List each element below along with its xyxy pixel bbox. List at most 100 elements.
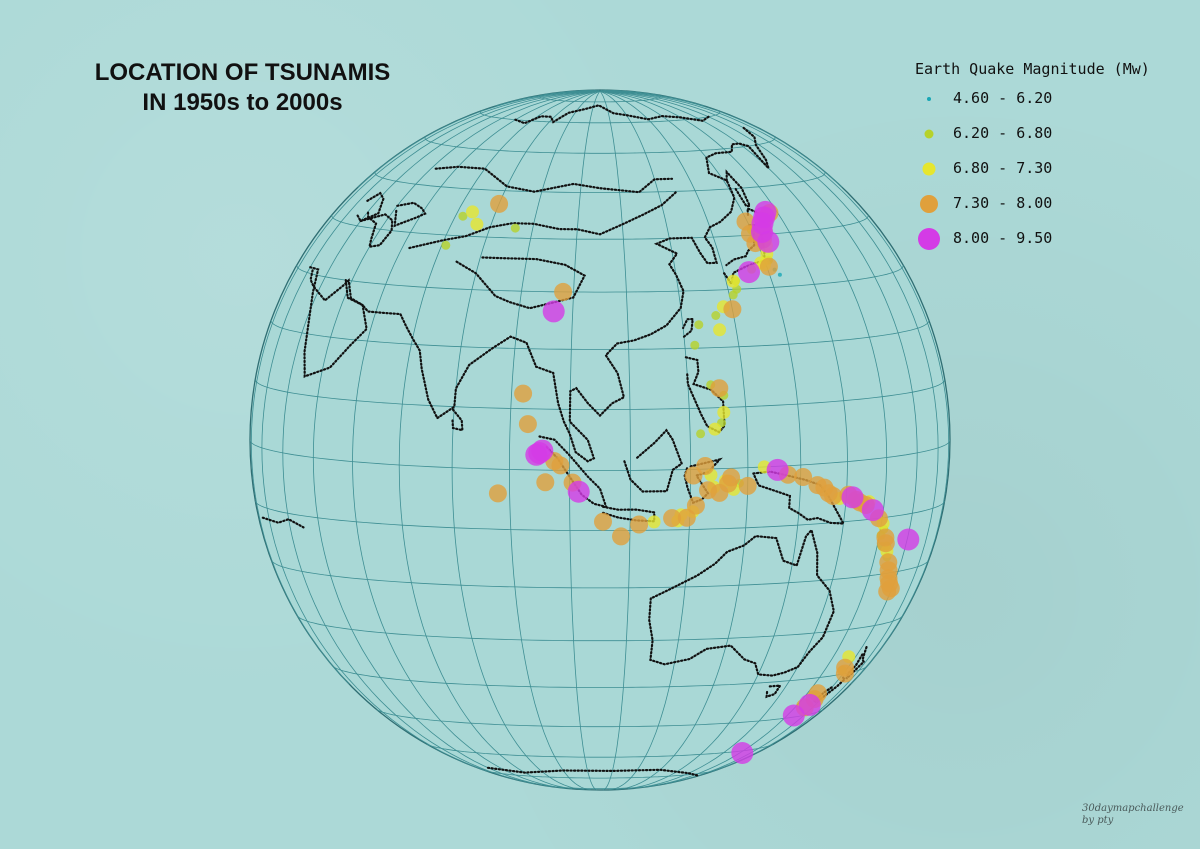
tsunami-point <box>736 212 755 231</box>
legend-swatch <box>924 129 934 139</box>
tsunami-point <box>488 484 507 503</box>
meridian-line <box>599 90 848 789</box>
tsunami-point <box>808 476 827 495</box>
tsunami-point <box>717 405 731 419</box>
title-line-1: LOCATION OF TSUNAMIS <box>94 59 391 86</box>
coastline <box>303 266 368 378</box>
coastline <box>408 190 678 250</box>
tsunami-point <box>878 582 897 601</box>
coastline <box>261 516 305 529</box>
tsunami-point <box>726 274 740 288</box>
tsunami-point <box>470 217 484 231</box>
coastline <box>648 527 835 677</box>
title-line-2: IN 1950s to 2000s <box>142 89 343 116</box>
graticule <box>249 89 951 791</box>
coastline <box>344 126 770 463</box>
legend-item: 7.30 - 8.00 <box>915 189 1185 224</box>
coastline <box>725 169 752 208</box>
parallel-line <box>376 709 824 728</box>
tsunami-points <box>441 194 920 764</box>
tsunami-point <box>841 486 864 509</box>
tsunami-point <box>751 212 774 235</box>
meridian-line <box>357 90 601 188</box>
tsunami-point <box>690 340 700 350</box>
tsunami-point <box>630 515 649 534</box>
tsunami-point <box>766 458 789 481</box>
tsunami-point <box>594 512 612 531</box>
map-title: LOCATION OF TSUNAMIS IN 1950s to 2000s <box>70 58 415 118</box>
legend-swatch <box>920 195 938 213</box>
tsunami-point <box>490 194 509 213</box>
meridian-line <box>312 90 601 787</box>
coastline <box>451 408 464 432</box>
parallel-line <box>332 665 868 688</box>
meridian-line <box>508 90 601 791</box>
coastline <box>765 684 783 699</box>
globe <box>249 89 951 791</box>
meridian-line <box>599 90 802 790</box>
tsunami-point <box>777 272 782 277</box>
tsunami-point <box>542 300 565 323</box>
meridian-line <box>569 91 601 791</box>
legend-swatch <box>918 228 940 250</box>
tsunami-point <box>879 553 898 572</box>
legend: Earth Quake Magnitude (Mw) 4.60 - 6.20 6… <box>915 60 1185 259</box>
tsunami-point <box>731 742 754 764</box>
tsunami-point <box>782 704 805 727</box>
coastline <box>393 201 427 228</box>
legend-label: 6.80 - 7.30 <box>953 159 1053 177</box>
parallel-line <box>255 500 945 531</box>
tsunami-point <box>458 211 468 221</box>
meridian-line <box>599 91 631 791</box>
meridian-line <box>599 90 749 790</box>
parallel-line <box>547 785 653 790</box>
parallel-line <box>479 109 721 124</box>
meridian-line <box>599 90 950 685</box>
tsunami-point <box>694 320 704 330</box>
globe-outline <box>249 89 951 791</box>
tsunami-point <box>897 528 920 551</box>
meridian-line <box>250 90 601 685</box>
tsunami-point <box>711 311 721 320</box>
tsunami-point <box>684 466 703 485</box>
tsunami-point <box>710 379 729 398</box>
legend-swatch <box>922 162 936 176</box>
coastline <box>623 428 684 493</box>
tsunami-point <box>723 300 742 319</box>
legend-label: 4.60 - 6.20 <box>953 89 1053 107</box>
tsunami-point <box>663 509 682 528</box>
parallel-line <box>331 214 869 240</box>
credit: 30daymapchallenge by pty <box>1082 803 1184 827</box>
tsunami-point <box>647 515 661 529</box>
legend-item: 6.20 - 6.80 <box>915 119 1185 154</box>
tsunami-point <box>677 508 696 527</box>
tsunami-point <box>708 422 722 436</box>
meridian-line <box>398 90 601 790</box>
legend-item: 6.80 - 7.30 <box>915 154 1185 189</box>
parallel-line <box>255 379 945 410</box>
legend-title: Earth Quake Magnitude (Mw) <box>915 60 1150 78</box>
coastline <box>514 104 710 125</box>
tsunami-point <box>738 476 757 495</box>
legend-label: 8.00 - 9.50 <box>953 229 1053 247</box>
meridian-line <box>451 90 601 790</box>
tsunami-point <box>612 527 630 546</box>
tsunami-point <box>518 415 537 434</box>
legend-label: 6.20 - 6.80 <box>953 124 1053 142</box>
legend-item: 4.60 - 6.20 <box>915 84 1185 119</box>
tsunami-point <box>441 240 451 250</box>
tsunami-point <box>699 481 717 500</box>
tsunami-point <box>466 205 479 219</box>
tsunami-point <box>510 223 520 233</box>
parallel-line <box>538 93 662 103</box>
meridian-line <box>599 90 888 787</box>
meridian-line <box>599 90 843 188</box>
meridian-line <box>352 90 601 789</box>
tsunami-point <box>567 480 590 503</box>
coastline <box>356 191 385 223</box>
tsunami-point <box>876 528 895 547</box>
meridian-line <box>599 90 692 791</box>
tsunami-point <box>696 429 706 439</box>
legend-label: 7.30 - 8.00 <box>953 194 1053 212</box>
